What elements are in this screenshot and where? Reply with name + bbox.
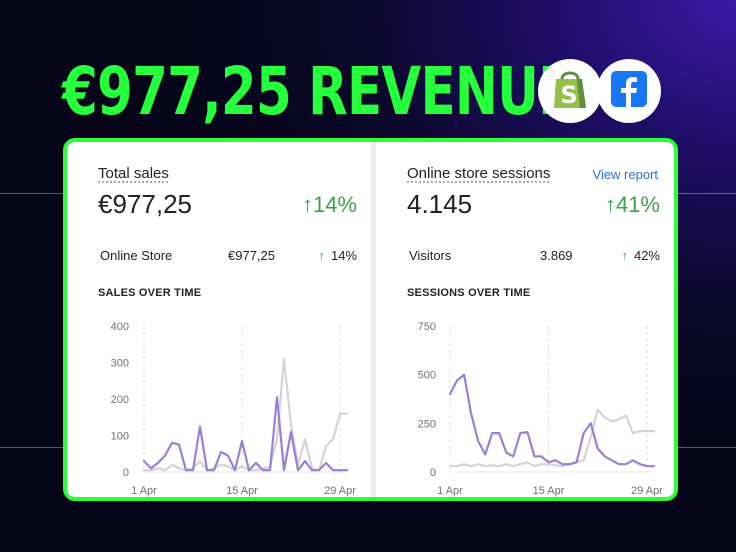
- visitors-value: 3.869: [540, 248, 573, 263]
- sessions-title[interactable]: Online store sessions: [407, 165, 551, 182]
- view-report-link[interactable]: View report: [592, 167, 658, 182]
- sales-over-time-chart: 0 100 200 300 400 1 Apr 15 Apr 29 Apr: [111, 321, 357, 497]
- y-tick-label: 250: [418, 418, 436, 430]
- y-tick-label: 0: [430, 467, 436, 479]
- panel-divider: [371, 142, 376, 497]
- x-tick-label: 1 Apr: [437, 485, 463, 497]
- online-store-change-value: 14%: [330, 248, 357, 263]
- sessions-over-time-chart: 0 250 500 750 1 Apr 15 Apr 29 Apr: [418, 321, 664, 497]
- facebook-f-icon: [611, 70, 647, 112]
- analytics-card-frame: Total sales €977,25 ↑ 14% Online Store €9…: [63, 138, 678, 501]
- previous-series-line: [142, 357, 349, 472]
- sessions-panel: Online store sessions View report 4.145 …: [376, 142, 674, 497]
- y-tick-label: 750: [418, 321, 436, 333]
- online-store-value: €977,25: [228, 248, 275, 263]
- visitors-change: ↑ 42%: [621, 248, 660, 263]
- online-store-change: ↑ 14%: [318, 248, 357, 263]
- x-tick-label: 29 Apr: [324, 485, 356, 497]
- shopify-bag-icon: S: [551, 68, 589, 115]
- up-arrow-icon: ↑: [318, 248, 325, 263]
- sessions-change: ↑41%: [604, 192, 660, 217]
- shopify-logo: S: [538, 59, 602, 123]
- x-tick-label: 15 Apr: [226, 485, 258, 497]
- visitors-label: Visitors: [409, 248, 452, 263]
- svg-text:S: S: [560, 81, 577, 109]
- current-series-line: [448, 373, 656, 468]
- y-tick-label: 500: [418, 370, 436, 382]
- total-sales-title[interactable]: Total sales: [98, 165, 169, 182]
- total-sales-panel: Total sales €977,25 ↑ 14% Online Store €9…: [67, 142, 371, 497]
- revenue-headline: €977,25 REVENUE: [62, 53, 573, 130]
- y-tick-label: 400: [111, 321, 129, 333]
- y-tick-label: 0: [123, 467, 129, 479]
- online-store-label: Online Store: [100, 248, 173, 263]
- up-arrow-icon: ↑: [621, 248, 628, 263]
- sales-over-time-heading: SALES OVER TIME: [98, 287, 202, 299]
- x-tick-label: 29 Apr: [631, 485, 663, 497]
- total-sales-change: ↑14%: [301, 192, 357, 217]
- x-tick-label: 1 Apr: [131, 485, 157, 497]
- previous-series-line: [448, 408, 656, 468]
- y-tick-label: 300: [111, 358, 129, 370]
- y-tick-label: 100: [111, 431, 129, 443]
- total-sales-value: €977,25: [98, 189, 192, 219]
- current-series-line: [142, 396, 349, 472]
- facebook-logo: [597, 59, 661, 123]
- y-tick-label: 200: [111, 394, 129, 406]
- sessions-over-time-heading: SESSIONS OVER TIME: [407, 287, 531, 299]
- x-tick-label: 15 Apr: [533, 485, 565, 497]
- visitors-change-value: 42%: [633, 248, 660, 263]
- sessions-value: 4.145: [407, 189, 473, 219]
